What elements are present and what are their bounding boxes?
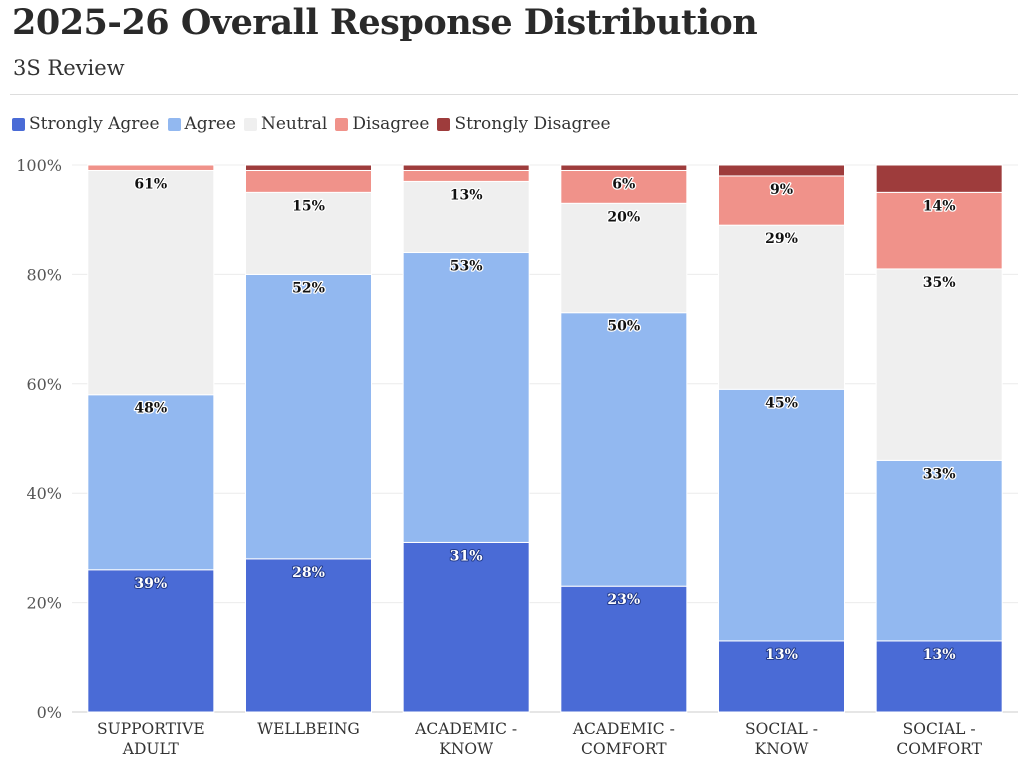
bar-stack-academic-know (402, 164, 530, 713)
bar-agree (402, 252, 530, 543)
legend-swatch-agree (167, 117, 181, 131)
bar-strongly-agree (245, 558, 372, 713)
x-tick-label: ACADEMIC - (414, 720, 517, 738)
data-label-neutral: 20% (607, 209, 640, 225)
data-label-strongly-agree: 13% (765, 647, 798, 663)
data-label-agree: 53% (450, 259, 483, 275)
data-label-strongly-agree: 23% (607, 592, 640, 608)
bar-strongly-disagree (560, 164, 688, 171)
bar-disagree (245, 169, 372, 193)
legend-label-neutral: Neutral (260, 114, 328, 134)
data-label-disagree: 14% (923, 198, 956, 214)
stacked-bar-chart: 0% 20% 40% 60% 80% 100% SUPPORTIVE ADULT WELLBEI… (16, 156, 1018, 758)
legend-swatch-strongly-disagree (437, 117, 451, 131)
bar-disagree (718, 175, 845, 226)
bar-neutral (87, 169, 215, 396)
legend-label-agree: Agree (184, 114, 236, 134)
data-label-neutral: 29% (765, 231, 798, 247)
data-label-strongly-agree: 13% (923, 647, 956, 663)
bar-agree (245, 273, 372, 560)
bar-strongly-disagree (718, 164, 845, 177)
bar-stack-social-comfort (875, 164, 1003, 713)
legend-item-strongly-agree[interactable]: Strongly Agree (12, 114, 160, 134)
data-label-neutral: 35% (923, 275, 956, 291)
bar-disagree (87, 164, 215, 171)
bar-strongly-agree (402, 541, 530, 713)
legend-label-disagree: Disagree (352, 114, 430, 134)
bar-disagree (402, 169, 530, 182)
data-label-neutral: 61% (134, 176, 167, 192)
y-tick-label: 100% (16, 156, 62, 175)
y-tick-label: 0% (37, 703, 62, 722)
legend-swatch-neutral (243, 117, 257, 131)
legend-item-disagree[interactable]: Disagree (335, 114, 429, 134)
header-divider (10, 94, 1018, 95)
data-label-agree: 45% (765, 395, 798, 411)
x-tick-label: WELLBEING (257, 720, 360, 738)
y-tick-label: 20% (26, 594, 62, 613)
data-label-agree: 52% (292, 280, 325, 296)
bar-strongly-disagree (245, 164, 372, 171)
data-label-strongly-agree: 28% (292, 565, 325, 581)
bar-stack-social-know (718, 164, 845, 713)
bar-neutral (718, 224, 845, 390)
chart-legend: Strongly Agree Agree Neutral Disagree St… (12, 114, 619, 134)
y-tick-label: 80% (26, 265, 62, 284)
data-label-strongly-agree: 31% (450, 548, 483, 564)
bar-strongly-agree (875, 640, 1003, 713)
bar-agree (718, 388, 845, 642)
legend-label-strongly-disagree: Strongly Disagree (454, 114, 611, 134)
bar-strongly-agree (87, 569, 215, 713)
y-tick-label: 40% (26, 484, 62, 503)
bar-stack-supportive-adult (87, 164, 215, 713)
bar-strongly-disagree (875, 164, 1003, 193)
data-label-neutral: 13% (450, 187, 483, 203)
bar-stack-academic-comfort (560, 164, 688, 713)
x-tick-label: KNOW (755, 740, 809, 758)
bar-neutral (875, 268, 1003, 461)
bar-disagree (875, 191, 1003, 270)
data-label-disagree: 9% (770, 182, 793, 198)
legend-item-agree[interactable]: Agree (167, 114, 236, 134)
legend-item-strongly-disagree[interactable]: Strongly Disagree (437, 114, 611, 134)
x-tick-label: SOCIAL - (903, 720, 976, 738)
bar-disagree (560, 169, 688, 204)
x-tick-label: SUPPORTIVE (97, 720, 205, 738)
x-tick-label: SOCIAL - (745, 720, 818, 738)
chart-title: 2025-26 Overall Response Distribution (12, 2, 758, 43)
bar-neutral (245, 191, 372, 275)
bar-agree (560, 312, 688, 587)
bar-neutral (560, 202, 688, 314)
legend-swatch-disagree (335, 117, 349, 131)
x-tick-label: COMFORT (896, 740, 982, 758)
data-label-strongly-agree: 39% (134, 576, 167, 592)
data-label-agree: 48% (134, 401, 167, 417)
bar-agree (87, 394, 215, 571)
x-tick-label: KNOW (439, 740, 493, 758)
x-tick-label: ACADEMIC - (572, 720, 675, 738)
data-label-neutral: 15% (292, 198, 325, 214)
bar-stack-wellbeing (245, 164, 372, 713)
bar-strongly-disagree (402, 164, 530, 171)
legend-label-strongly-agree: Strongly Agree (29, 114, 160, 134)
chart-subtitle: 3S Review (13, 56, 125, 80)
data-label-agree: 50% (607, 319, 640, 335)
bar-agree (875, 459, 1003, 642)
bar-neutral (402, 180, 530, 254)
data-label-agree: 33% (923, 466, 956, 482)
legend-item-neutral[interactable]: Neutral (243, 114, 328, 134)
legend-swatch-strongly-agree (12, 117, 25, 131)
x-tick-label: ADULT (122, 740, 180, 758)
bar-strongly-agree (718, 640, 845, 713)
x-tick-label: COMFORT (581, 740, 667, 758)
data-label-disagree: 6% (612, 176, 635, 192)
y-tick-label: 60% (26, 375, 62, 394)
